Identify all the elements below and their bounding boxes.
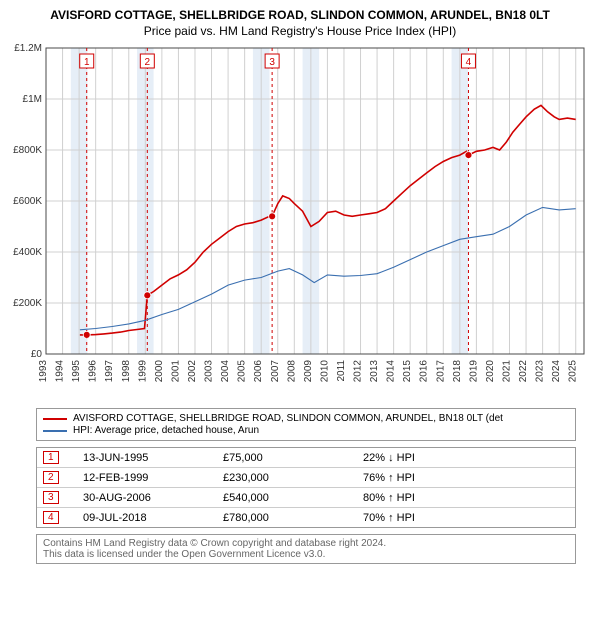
svg-text:2016: 2016 bbox=[419, 360, 430, 383]
transaction-badge: 3 bbox=[43, 491, 59, 504]
svg-text:1995: 1995 bbox=[71, 360, 82, 383]
svg-text:£1.2M: £1.2M bbox=[14, 43, 42, 54]
legend-item-property: AVISFORD COTTAGE, SHELLBRIDGE ROAD, SLIN… bbox=[43, 413, 569, 424]
legend-swatch-hpi bbox=[43, 430, 67, 432]
table-row: 4 09-JUL-2018£780,00070% ↑ HPI bbox=[37, 508, 575, 528]
transaction-price: £540,000 bbox=[217, 488, 357, 508]
legend-box: AVISFORD COTTAGE, SHELLBRIDGE ROAD, SLIN… bbox=[36, 408, 576, 441]
transaction-date: 12-FEB-1999 bbox=[77, 468, 217, 488]
svg-text:2023: 2023 bbox=[535, 360, 546, 383]
transaction-pct: 22% ↓ HPI bbox=[357, 448, 575, 468]
transaction-badge: 2 bbox=[43, 471, 59, 484]
chart-title-line1: AVISFORD COTTAGE, SHELLBRIDGE ROAD, SLIN… bbox=[8, 8, 592, 22]
svg-text:2004: 2004 bbox=[220, 360, 231, 383]
table-row: 3 30-AUG-2006£540,00080% ↑ HPI bbox=[37, 488, 575, 508]
svg-text:2010: 2010 bbox=[319, 360, 330, 383]
svg-text:2001: 2001 bbox=[170, 360, 181, 383]
svg-text:2005: 2005 bbox=[237, 360, 248, 383]
transaction-price: £230,000 bbox=[217, 468, 357, 488]
svg-text:£800K: £800K bbox=[13, 145, 42, 156]
transaction-badge: 4 bbox=[43, 511, 59, 524]
legend-label-hpi: HPI: Average price, detached house, Arun bbox=[73, 425, 259, 436]
svg-text:1: 1 bbox=[84, 57, 90, 68]
transaction-pct: 76% ↑ HPI bbox=[357, 468, 575, 488]
svg-text:2006: 2006 bbox=[253, 360, 264, 383]
svg-text:2013: 2013 bbox=[369, 360, 380, 383]
svg-text:2020: 2020 bbox=[485, 360, 496, 383]
price-chart: £0 £200K £400K £600K £800K £1M £1.2M 1993 1994 19… bbox=[8, 42, 592, 402]
table-row: 1 13-JUN-1995£75,00022% ↓ HPI bbox=[37, 448, 575, 468]
svg-text:3: 3 bbox=[269, 57, 275, 68]
svg-text:2017: 2017 bbox=[435, 360, 446, 383]
svg-text:1994: 1994 bbox=[55, 360, 66, 383]
svg-text:2014: 2014 bbox=[386, 360, 397, 383]
svg-text:2: 2 bbox=[145, 57, 151, 68]
svg-text:2009: 2009 bbox=[303, 360, 314, 383]
transaction-date: 30-AUG-2006 bbox=[77, 488, 217, 508]
svg-text:1993: 1993 bbox=[38, 360, 49, 383]
table-row: 2 12-FEB-1999£230,00076% ↑ HPI bbox=[37, 468, 575, 488]
transaction-pct: 70% ↑ HPI bbox=[357, 508, 575, 528]
svg-text:2000: 2000 bbox=[154, 360, 165, 383]
svg-text:£0: £0 bbox=[31, 349, 43, 360]
transaction-badge: 1 bbox=[43, 451, 59, 464]
svg-text:2019: 2019 bbox=[468, 360, 479, 383]
svg-text:1997: 1997 bbox=[104, 360, 115, 383]
svg-text:2024: 2024 bbox=[551, 360, 562, 383]
svg-text:2018: 2018 bbox=[452, 360, 463, 383]
svg-text:2007: 2007 bbox=[270, 360, 281, 383]
svg-text:2002: 2002 bbox=[187, 360, 198, 383]
svg-text:2008: 2008 bbox=[286, 360, 297, 383]
svg-text:2015: 2015 bbox=[402, 360, 413, 383]
transaction-price: £780,000 bbox=[217, 508, 357, 528]
footer-attribution: Contains HM Land Registry data © Crown c… bbox=[36, 534, 576, 564]
svg-text:2003: 2003 bbox=[204, 360, 215, 383]
svg-text:2021: 2021 bbox=[502, 360, 513, 383]
legend-label-property: AVISFORD COTTAGE, SHELLBRIDGE ROAD, SLIN… bbox=[73, 413, 503, 424]
legend-item-hpi: HPI: Average price, detached house, Arun bbox=[43, 425, 569, 436]
transaction-table: 1 13-JUN-1995£75,00022% ↓ HPI 2 12-FEB-1999… bbox=[36, 447, 576, 528]
svg-text:1996: 1996 bbox=[88, 360, 99, 383]
footer-line2: This data is licensed under the Open Gov… bbox=[43, 549, 569, 560]
svg-text:2025: 2025 bbox=[568, 360, 579, 383]
svg-text:£400K: £400K bbox=[13, 247, 42, 258]
svg-text:1999: 1999 bbox=[137, 360, 148, 383]
svg-text:£600K: £600K bbox=[13, 196, 42, 207]
transaction-date: 09-JUL-2018 bbox=[77, 508, 217, 528]
svg-text:2012: 2012 bbox=[353, 360, 364, 383]
svg-text:1998: 1998 bbox=[121, 360, 132, 383]
svg-text:4: 4 bbox=[466, 57, 472, 68]
chart-title-line2: Price paid vs. HM Land Registry's House … bbox=[8, 24, 592, 38]
transaction-price: £75,000 bbox=[217, 448, 357, 468]
svg-text:£1M: £1M bbox=[23, 94, 42, 105]
svg-text:2011: 2011 bbox=[336, 360, 347, 382]
chart-container: £0 £200K £400K £600K £800K £1M £1.2M 1993 1994 19… bbox=[8, 42, 592, 402]
footer-line1: Contains HM Land Registry data © Crown c… bbox=[43, 538, 569, 549]
transaction-pct: 80% ↑ HPI bbox=[357, 488, 575, 508]
svg-text:£200K: £200K bbox=[13, 298, 42, 309]
legend-swatch-property bbox=[43, 418, 67, 420]
svg-text:2022: 2022 bbox=[518, 360, 529, 383]
transaction-date: 13-JUN-1995 bbox=[77, 448, 217, 468]
